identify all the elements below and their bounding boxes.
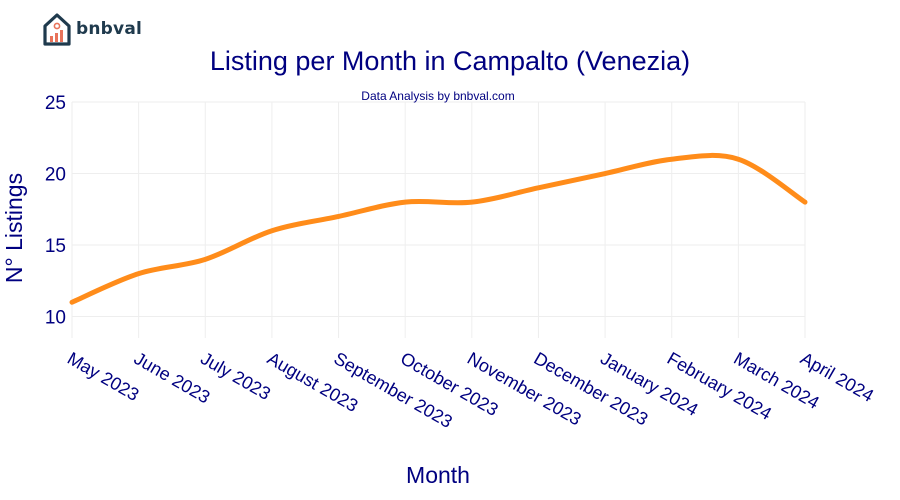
brand-name: bnbval xyxy=(76,19,143,39)
y-tick-label: 10 xyxy=(45,308,66,329)
y-tick-label: 20 xyxy=(45,165,66,186)
y-tick-label: 25 xyxy=(45,93,66,114)
series-layer xyxy=(69,152,808,305)
x-tick-label: December 2023 xyxy=(530,348,651,429)
y-axis-label: N° Listings xyxy=(1,173,27,283)
x-tick-label: September 2023 xyxy=(331,348,456,432)
x-axis-label: Month xyxy=(406,462,470,488)
y-tick-label: 15 xyxy=(45,236,66,257)
x-tick-label: November 2023 xyxy=(464,348,585,429)
series-line xyxy=(69,152,808,305)
grid xyxy=(71,101,806,338)
chart-title: Listing per Month in Campalto (Venezia) xyxy=(210,46,690,76)
y-axis-ticks: 10 15 20 25 xyxy=(45,93,66,329)
chart-subtitle: Data Analysis by bnbval.com xyxy=(361,89,514,103)
brand-logo: bnbval xyxy=(42,12,142,46)
x-tick-label: May 2023 xyxy=(64,348,142,405)
house-chart-icon xyxy=(43,13,71,46)
